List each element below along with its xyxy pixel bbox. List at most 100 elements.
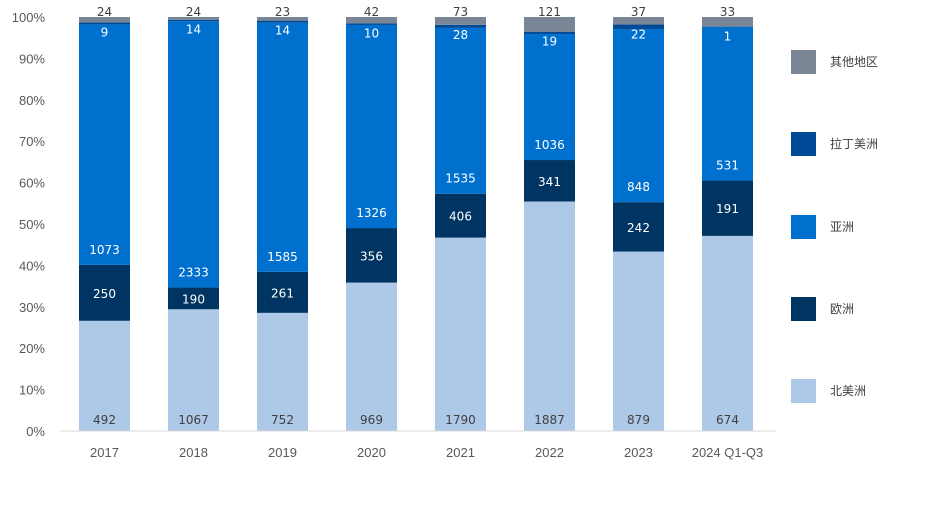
legend-swatch — [791, 132, 816, 156]
bar-segment — [702, 235, 753, 431]
legend-label: 欧洲 — [830, 302, 854, 316]
y-tick-label: 40% — [19, 258, 45, 273]
legend-swatch — [791, 379, 816, 403]
bar-segment — [168, 17, 219, 20]
bar-segment — [613, 24, 664, 30]
bar-segment — [613, 251, 664, 431]
bars: 4922501073924106719023331424752261158514… — [79, 5, 753, 431]
bar-segment — [257, 312, 308, 431]
data-label: 191 — [716, 202, 739, 216]
data-label: 28 — [453, 28, 468, 42]
legend-item: 其他地区 — [791, 50, 878, 74]
bar-segment — [613, 29, 664, 203]
bar-segment — [702, 26, 753, 181]
legend-swatch — [791, 215, 816, 239]
data-label: 190 — [182, 292, 205, 306]
data-label: 23 — [275, 5, 290, 19]
x-tick-label: 2020 — [357, 445, 386, 460]
data-label: 9 — [101, 25, 109, 39]
data-label: 250 — [93, 287, 116, 301]
bar-segment — [346, 23, 397, 25]
data-label: 969 — [360, 413, 383, 427]
legend-label: 拉丁美洲 — [830, 136, 878, 151]
x-tick-label: 2019 — [268, 445, 297, 460]
x-tick-label: 2024 Q1-Q3 — [692, 445, 764, 460]
data-label: 1326 — [356, 206, 387, 220]
bar-segment — [79, 17, 130, 23]
bar-segment — [346, 17, 397, 24]
bar-group-2021: 1790 406 1535 28 73 — [435, 5, 486, 431]
bar-segment — [79, 24, 130, 265]
data-label: 341 — [538, 175, 561, 189]
bar-group-2020: 969 356 1326 10 42 — [346, 5, 397, 431]
bar-group-2022: 1887 341 1036 19 121 — [524, 5, 575, 431]
data-label: 531 — [716, 159, 739, 173]
bar-segment — [524, 31, 575, 35]
data-label: 1585 — [267, 250, 298, 264]
data-label: 37 — [631, 5, 646, 19]
data-label: 24 — [186, 5, 201, 19]
bar-group-2018: 1067 190 2333 14 24 — [168, 5, 219, 431]
bar-segment — [524, 160, 575, 202]
y-tick-label: 20% — [19, 341, 45, 356]
bar-segment — [524, 17, 575, 32]
data-label: 2333 — [178, 266, 209, 280]
bar-group-2024-Q1-Q3: 674 191 531 1 33 — [702, 5, 753, 431]
data-label: 752 — [271, 413, 294, 427]
data-label: 356 — [360, 249, 383, 263]
data-label: 406 — [449, 210, 472, 224]
bar-segment — [79, 320, 130, 431]
data-label: 1790 — [445, 413, 476, 427]
y-tick-label: 50% — [19, 217, 45, 232]
data-label: 10 — [364, 26, 379, 40]
y-tick-label: 100% — [12, 10, 46, 25]
x-tick-label: 2017 — [90, 445, 119, 460]
data-label: 42 — [364, 5, 379, 19]
legend-label: 其他地区 — [830, 55, 878, 69]
legend-swatch — [791, 50, 816, 74]
x-tick-label: 2022 — [535, 445, 564, 460]
bar-segment — [346, 228, 397, 283]
data-label: 1073 — [89, 243, 120, 257]
data-label: 22 — [631, 28, 646, 42]
legend-item: 拉丁美洲 — [791, 132, 878, 156]
data-label: 14 — [275, 24, 290, 38]
bar-segment — [435, 24, 486, 28]
bar-segment — [346, 282, 397, 431]
data-label: 24 — [97, 5, 112, 19]
bar-segment — [435, 27, 486, 194]
data-label: 1535 — [445, 172, 476, 186]
x-axis: 2017 2018 2019 2020 2021 2022 2023 2024 Q1-Q3 — [90, 445, 763, 460]
bar-group-2019: 752 261 1585 14 23 — [257, 5, 308, 431]
data-label: 848 — [627, 180, 650, 194]
bar-segment — [613, 202, 664, 252]
y-tick-label: 0% — [26, 424, 45, 439]
bar-segment — [79, 264, 130, 321]
bar-segment — [435, 17, 486, 25]
bar-segment — [168, 19, 219, 22]
bar-segment — [435, 193, 486, 238]
data-label: 261 — [271, 286, 294, 300]
data-label: 19 — [542, 35, 557, 49]
legend-swatch — [791, 297, 816, 321]
y-tick-label: 60% — [19, 176, 45, 191]
data-label: 14 — [186, 23, 201, 37]
x-tick-label: 2023 — [624, 445, 653, 460]
data-label: 492 — [93, 413, 116, 427]
bar-group-2017: 492 250 1073 9 24 — [79, 5, 130, 431]
x-tick-label: 2021 — [446, 445, 475, 460]
bar-group-2023: 879 242 848 22 37 — [613, 5, 664, 431]
bar-segment — [524, 34, 575, 161]
y-tick-label: 10% — [19, 383, 45, 398]
bar-segment — [257, 22, 308, 272]
y-tick-label: 90% — [19, 51, 45, 66]
legend-item: 亚洲 — [791, 215, 854, 239]
bar-segment — [257, 17, 308, 21]
legend-item: 北美洲 — [791, 379, 866, 403]
bar-segment — [79, 22, 130, 25]
x-tick-label: 2018 — [179, 445, 208, 460]
bar-segment — [257, 20, 308, 23]
bar-segment — [168, 21, 219, 288]
